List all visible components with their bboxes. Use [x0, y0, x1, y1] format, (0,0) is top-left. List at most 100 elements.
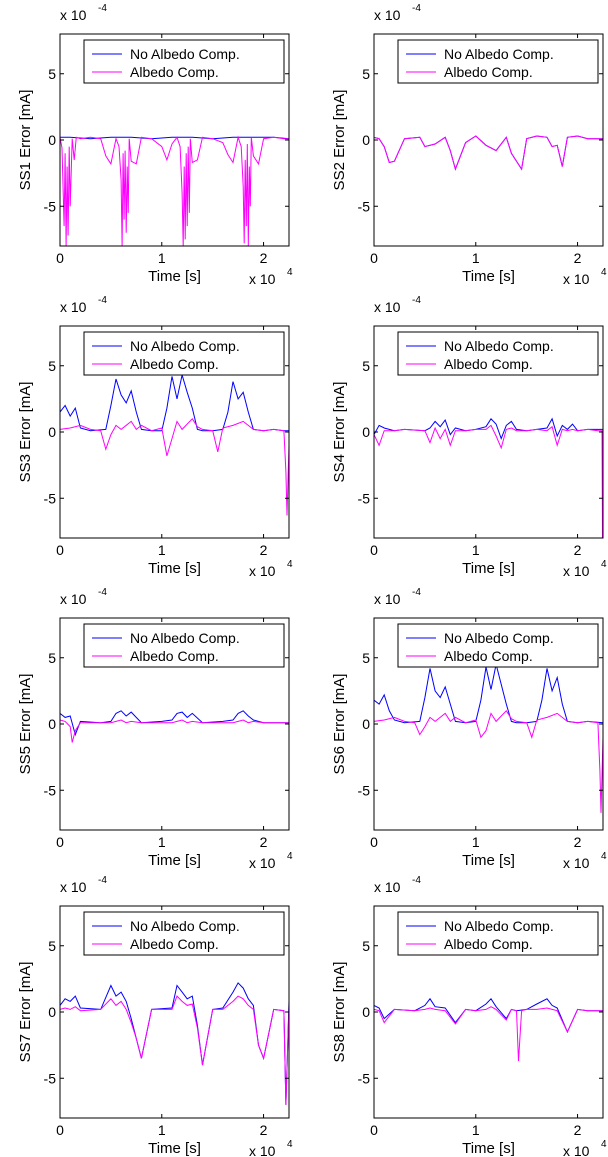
- y-tick-label: 5: [362, 358, 370, 374]
- x-axis-label: Time [s]: [462, 560, 515, 577]
- y-tick-label: 5: [362, 66, 370, 82]
- legend-label-albedo: Albedo Comp.: [444, 648, 533, 664]
- x-tick-label: 2: [574, 542, 582, 558]
- x-axis-label: Time [s]: [462, 268, 515, 285]
- legend-label-no-albedo: No Albedo Comp.: [130, 918, 240, 934]
- x-exponent-power: 4: [287, 559, 293, 570]
- y-exponent-power: -4: [98, 875, 107, 886]
- y-axis-label: SS5 Error [mA]: [17, 674, 34, 775]
- legend-label-albedo: Albedo Comp.: [444, 936, 533, 952]
- x-tick-label: 2: [574, 834, 582, 850]
- y-tick-label: -5: [44, 782, 57, 798]
- subplot-ss4: 0 1 2 5 0 -5 x 10 -4 x 10 4 Time [s] SS4 Error [mA]…: [331, 295, 607, 579]
- y-tick-label: -5: [44, 1070, 57, 1086]
- y-axis-label: SS3 Error [mA]: [17, 382, 34, 483]
- y-exponent-label: x 10: [374, 591, 401, 607]
- legend-label-no-albedo: No Albedo Comp.: [130, 338, 240, 354]
- legend-label-no-albedo: No Albedo Comp.: [444, 46, 554, 62]
- subplot-ss7: 0 1 2 5 0 -5 x 10 -4 x 10 4 Time [s] SS7 Error [mA]…: [17, 875, 293, 1157]
- y-axis-label: SS2 Error [mA]: [331, 90, 348, 191]
- y-exponent-label: x 10: [374, 879, 401, 895]
- x-tick-label: 2: [260, 834, 268, 850]
- x-tick-label: 2: [574, 250, 582, 266]
- x-tick-label: 0: [370, 1122, 378, 1138]
- legend: No Albedo Comp. Albedo Comp.: [397, 623, 599, 668]
- y-tick-label: 5: [48, 938, 56, 954]
- y-tick-label: 5: [48, 358, 56, 374]
- x-axis-label: Time [s]: [148, 560, 201, 577]
- x-exponent-label: x 10: [563, 271, 590, 287]
- x-axis-label: Time [s]: [148, 268, 201, 285]
- y-exponent-label: x 10: [60, 299, 87, 315]
- legend: No Albedo Comp. Albedo Comp.: [397, 39, 599, 84]
- x-tick-label: 0: [370, 834, 378, 850]
- x-exponent-label: x 10: [249, 1143, 276, 1157]
- x-axis-label: Time [s]: [148, 852, 201, 869]
- x-tick-label: 1: [472, 834, 480, 850]
- series-line-albedo-ss7: [60, 995, 289, 1105]
- x-axis-label: Time [s]: [148, 1140, 201, 1157]
- x-exponent-label: x 10: [249, 563, 276, 579]
- y-tick-label: 0: [48, 716, 56, 732]
- y-axis-label: SS4 Error [mA]: [331, 382, 348, 483]
- y-exponent-label: x 10: [60, 591, 87, 607]
- y-tick-label: 0: [362, 424, 370, 440]
- x-tick-label: 2: [260, 1122, 268, 1138]
- y-tick-label: 0: [48, 132, 56, 148]
- x-tick-label: 2: [260, 542, 268, 558]
- x-exponent-power: 4: [287, 267, 293, 278]
- y-tick-label: 0: [362, 1004, 370, 1020]
- y-exponent-power: -4: [412, 587, 421, 598]
- y-axis-label: SS6 Error [mA]: [331, 674, 348, 775]
- x-tick-label: 1: [158, 542, 166, 558]
- legend: No Albedo Comp. Albedo Comp.: [83, 331, 285, 376]
- x-exponent-label: x 10: [563, 563, 590, 579]
- x-axis-label: Time [s]: [462, 852, 515, 869]
- legend-box: [397, 911, 599, 956]
- x-exponent-power: 4: [287, 851, 293, 862]
- series-line-no-albedo-ss2: [374, 135, 603, 171]
- series-line-no-albedo-ss8: [374, 997, 603, 1034]
- legend-box: [397, 39, 599, 84]
- legend-label-albedo: Albedo Comp.: [130, 648, 219, 664]
- legend: No Albedo Comp. Albedo Comp.: [83, 623, 285, 668]
- x-tick-label: 1: [472, 542, 480, 558]
- y-exponent-power: -4: [412, 3, 421, 14]
- y-exponent-label: x 10: [60, 7, 87, 23]
- y-exponent-power: -4: [412, 875, 421, 886]
- x-exponent-power: 4: [601, 851, 607, 862]
- y-tick-label: 0: [362, 132, 370, 148]
- x-exponent-power: 4: [287, 1139, 293, 1150]
- x-tick-label: 1: [472, 1122, 480, 1138]
- subplot-ss6: 0 1 2 5 0 -5 x 10 -4 x 10 4 Time [s] SS6 Error [mA]…: [331, 587, 607, 871]
- legend-box: [397, 623, 599, 668]
- y-tick-label: -5: [358, 490, 371, 506]
- y-tick-label: 5: [48, 650, 56, 666]
- y-exponent-label: x 10: [60, 879, 87, 895]
- x-exponent-label: x 10: [249, 855, 276, 871]
- legend: No Albedo Comp. Albedo Comp.: [397, 331, 599, 376]
- legend-label-albedo: Albedo Comp.: [444, 356, 533, 372]
- x-axis-label: Time [s]: [462, 1140, 515, 1157]
- y-exponent-power: -4: [98, 587, 107, 598]
- x-tick-label: 0: [370, 250, 378, 266]
- legend-label-no-albedo: No Albedo Comp.: [130, 630, 240, 646]
- y-tick-label: 0: [48, 424, 56, 440]
- x-tick-label: 0: [370, 542, 378, 558]
- legend-label-albedo: Albedo Comp.: [444, 64, 533, 80]
- y-tick-label: -5: [358, 782, 371, 798]
- x-tick-label: 1: [158, 250, 166, 266]
- x-exponent-label: x 10: [249, 271, 276, 287]
- x-exponent-power: 4: [601, 267, 607, 278]
- x-exponent-label: x 10: [563, 1143, 590, 1157]
- legend-label-no-albedo: No Albedo Comp.: [444, 918, 554, 934]
- legend-label-no-albedo: No Albedo Comp.: [444, 630, 554, 646]
- legend-box: [83, 911, 285, 956]
- y-axis-label: SS7 Error [mA]: [17, 962, 34, 1063]
- x-tick-label: 1: [158, 1122, 166, 1138]
- legend-label-no-albedo: No Albedo Comp.: [130, 46, 240, 62]
- legend: No Albedo Comp. Albedo Comp.: [397, 911, 599, 956]
- subplot-ss3: 0 1 2 5 0 -5 x 10 -4 x 10 4 Time [s] SS3 Error [mA]…: [17, 295, 293, 579]
- y-exponent-power: -4: [412, 295, 421, 306]
- x-tick-label: 2: [574, 1122, 582, 1138]
